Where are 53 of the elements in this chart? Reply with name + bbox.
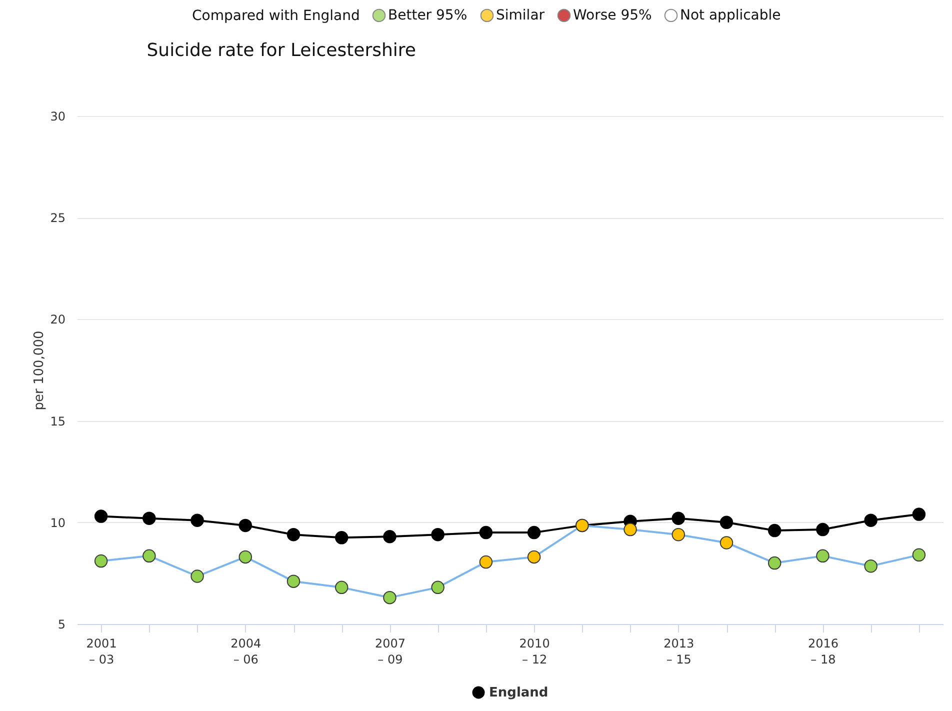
legend-label: Better 95% [388, 7, 468, 24]
point [142, 512, 156, 525]
y-axis-title: per 100,000 [32, 330, 48, 410]
legend-label: Worse 95% [573, 7, 652, 24]
point [286, 574, 300, 588]
y-tick-label: 30 [50, 110, 66, 124]
x-tick-label: 2013 – 15 [664, 636, 694, 666]
point [238, 550, 252, 564]
point [720, 516, 734, 530]
legend-label: Not applicable [680, 7, 781, 24]
x-tick-label: 2010 – 12 [519, 636, 550, 666]
point [912, 548, 926, 562]
point [768, 556, 782, 570]
x-tick-label: 2016 – 18 [808, 636, 838, 666]
x-tick-label: 2004 – 06 [230, 636, 262, 666]
y-tick-label: 15 [50, 414, 66, 428]
point [383, 530, 396, 544]
point [816, 522, 830, 536]
point [527, 526, 541, 540]
chart-title: Suicide rate for Leicestershire [146, 40, 416, 61]
point [672, 512, 686, 525]
legend-label: Similar [496, 7, 545, 24]
x-tick-label: 2007 – 09 [374, 636, 406, 666]
point [479, 526, 493, 540]
point [912, 508, 926, 521]
point [190, 570, 204, 583]
point [431, 580, 444, 594]
point [94, 510, 108, 523]
point [768, 524, 782, 538]
point [431, 528, 444, 542]
point [720, 536, 734, 550]
point [864, 514, 878, 527]
point [816, 549, 830, 563]
point [479, 555, 493, 569]
legend-label: England [489, 686, 548, 700]
point [94, 554, 108, 568]
y-tick-label: 25 [50, 211, 66, 226]
point [527, 550, 541, 564]
x-tick-label: 2001 – 03 [86, 636, 117, 666]
point [142, 549, 156, 563]
point [334, 580, 348, 594]
point [864, 559, 878, 573]
legend-title: Compared with England [192, 8, 360, 24]
y-tick-label: 5 [58, 618, 66, 632]
point [190, 514, 204, 527]
point [624, 522, 637, 536]
point [238, 518, 252, 532]
point [334, 531, 348, 544]
y-tick-label: 10 [50, 516, 66, 530]
point [383, 590, 396, 604]
point [672, 528, 686, 542]
y-tick-label: 20 [50, 312, 66, 327]
point [286, 528, 300, 542]
